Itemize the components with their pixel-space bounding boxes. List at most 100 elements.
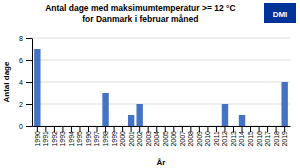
tick: 2015 — [247, 126, 254, 147]
bars — [34, 49, 288, 126]
tick-label: 1998 — [102, 131, 109, 147]
tick-label: 1990 — [34, 131, 41, 147]
tick-label: 4 — [19, 79, 23, 86]
tick: 1995 — [76, 126, 83, 147]
tick: 1997 — [93, 126, 100, 147]
bar — [196, 126, 202, 127]
tick-label: 2009 — [196, 131, 203, 147]
bar — [205, 126, 211, 127]
tick: 2000 — [119, 126, 126, 147]
tick: 1991 — [42, 126, 49, 147]
tick: 2007 — [179, 126, 186, 147]
bar — [34, 49, 40, 126]
bar — [239, 115, 245, 126]
grid-line — [32, 82, 290, 83]
tick: 2018 — [273, 126, 280, 147]
tick: 2004 — [153, 126, 160, 147]
tick-label: 2010 — [204, 131, 211, 147]
tick-label: 2005 — [162, 131, 169, 147]
bar — [119, 126, 125, 127]
bar — [179, 126, 185, 127]
axis-line — [32, 39, 33, 127]
x-axis: 1990199119921993199419951996199719981999… — [33, 126, 291, 147]
bar — [247, 126, 253, 127]
tick-label: 2004 — [153, 131, 160, 147]
bar — [281, 82, 287, 126]
bar — [43, 126, 49, 127]
tick-label: 2011 — [213, 131, 220, 146]
tick-label: 2012 — [221, 131, 228, 147]
tick-label: 1994 — [68, 131, 75, 147]
tick: 2002 — [136, 126, 143, 147]
tick-label: 2003 — [145, 131, 152, 147]
x-axis-title: År — [157, 158, 166, 167]
tick-mark — [26, 60, 32, 61]
tick: 2017 — [264, 126, 271, 147]
bar — [85, 126, 91, 127]
tick-label: 2000 — [119, 131, 126, 147]
tick: 1990 — [34, 126, 41, 147]
tick: 6 — [19, 57, 32, 64]
bar — [102, 93, 108, 126]
tick: 2012 — [221, 126, 228, 147]
tick-label: 1999 — [111, 131, 118, 147]
tick: 0 — [19, 123, 32, 130]
tick-mark — [26, 82, 32, 83]
tick: 2016 — [256, 126, 263, 147]
tick-label: 1997 — [93, 131, 100, 147]
chart: Antal dage med maksimumtemperatur >= 12 … — [0, 0, 300, 168]
tick: 1996 — [85, 126, 92, 147]
tick-label: 2006 — [170, 131, 177, 147]
tick-mark — [26, 104, 32, 105]
tick: 1999 — [111, 126, 118, 147]
bar — [162, 126, 168, 127]
y-axis: 0 2 4 6 8 — [19, 35, 32, 130]
tick-label: 2014 — [238, 131, 245, 147]
tick: 2003 — [145, 126, 152, 147]
bar — [111, 126, 117, 127]
tick-label: 1996 — [85, 131, 92, 147]
tick: 2009 — [196, 126, 203, 147]
tick-label: 6 — [19, 57, 23, 64]
tick-label: 1991 — [42, 131, 49, 147]
tick: 2 — [19, 101, 32, 108]
bar — [60, 126, 66, 127]
tick-label: 2007 — [179, 131, 186, 147]
tick-label: 1995 — [76, 131, 83, 147]
grid — [32, 38, 290, 126]
tick: 2014 — [238, 126, 245, 147]
tick-label: 2019 — [281, 131, 288, 147]
tick-label: 0 — [19, 123, 23, 130]
bar — [154, 126, 160, 127]
annotation: DMI — [273, 10, 288, 19]
bar — [68, 126, 74, 127]
bar — [94, 126, 100, 127]
grid-line — [32, 126, 290, 127]
tick-label: 2017 — [264, 131, 271, 147]
tick-label: 2016 — [256, 131, 263, 147]
plot: 1990199119921993199419951996199719981999… — [19, 35, 290, 147]
tick-label: 2 — [19, 101, 23, 108]
tick: 2006 — [170, 126, 177, 147]
bar — [264, 126, 270, 127]
grid-line — [32, 38, 290, 39]
tick-label: 2015 — [247, 131, 254, 147]
tick: 2011 — [213, 126, 220, 146]
bar — [171, 126, 177, 127]
tick-label: 2008 — [187, 131, 194, 147]
tick-label: 1993 — [59, 131, 66, 147]
tick: 2019 — [281, 126, 288, 147]
tick: 1998 — [102, 126, 109, 147]
tick-mark — [26, 126, 32, 127]
tick: 2010 — [204, 126, 211, 147]
tick-label: 2018 — [273, 131, 280, 147]
bar — [213, 126, 219, 127]
bar — [256, 126, 262, 127]
tick-label: 1992 — [51, 131, 58, 147]
tick: 2008 — [187, 126, 194, 147]
bar — [273, 126, 279, 127]
tick-label: 8 — [19, 35, 23, 42]
tick: 4 — [19, 79, 32, 86]
tick: 2005 — [162, 126, 169, 147]
tick: 1994 — [68, 126, 75, 147]
